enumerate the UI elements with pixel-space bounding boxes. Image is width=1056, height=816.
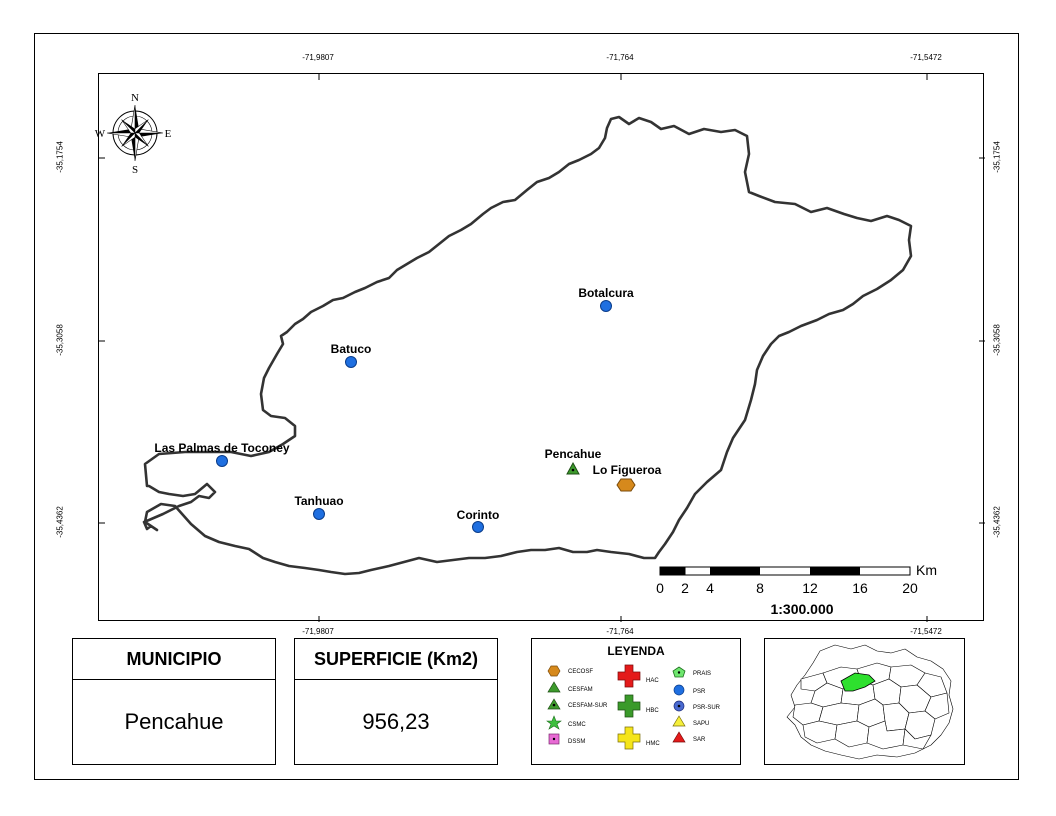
legend-label: CESFAM-SUR (568, 703, 608, 709)
triangle-icon (672, 731, 686, 743)
scale-bar: 0 2 4 8 12 16 20 Km 1:300.000 (656, 562, 937, 617)
place-label: Las Palmas de Toconey (154, 441, 289, 455)
legend-item-hbc: HBC (617, 694, 659, 718)
place-label: Tanhuao (294, 494, 343, 508)
place-corinto[interactable]: Corinto (457, 508, 500, 533)
coord-bottom-2: -71,764 (606, 627, 634, 636)
place-las-palmas[interactable]: Las Palmas de Toconey (154, 441, 290, 467)
coord-top-3: -71,5472 (910, 53, 942, 62)
coord-bottom-1: -71,9807 (302, 627, 334, 636)
scale-tick-8: 8 (756, 580, 764, 596)
locator-map[interactable] (765, 639, 964, 764)
place-batuco[interactable]: Batuco (331, 342, 372, 368)
map-canvas[interactable] (99, 74, 985, 622)
scale-tick-20: 20 (902, 580, 918, 596)
triangle-icon (672, 715, 686, 727)
hexagon-icon (547, 665, 561, 677)
map-panel[interactable] (98, 73, 985, 622)
psr-marker-icon[interactable] (216, 455, 228, 467)
place-lo-figueroa[interactable]: Lo Figueroa (593, 463, 662, 492)
legend-label: CSMC (568, 722, 586, 728)
compass-w: W (95, 128, 106, 140)
legend-label: PSR (693, 689, 706, 695)
place-label: Corinto (457, 508, 500, 522)
legend-label: DSSM (568, 739, 585, 745)
cecosf-marker-icon[interactable] (616, 478, 636, 492)
coord-top-1: -71,9807 (302, 53, 334, 62)
place-label: Batuco (331, 342, 372, 356)
cross-icon (617, 694, 641, 718)
place-pencahue[interactable]: Pencahue (545, 447, 602, 475)
cross-icon (617, 726, 641, 750)
compass-n: N (131, 92, 139, 104)
legend-item-dssm: DSSM (548, 733, 585, 745)
legend-item-csmc: CSMC (546, 715, 586, 730)
legend-canvas: LEYENDA CECOSF CESFAM CESFAM-SUR CSMC DS… (546, 644, 721, 750)
scale-tick-2: 2 (681, 580, 689, 596)
legend-item-sar: SAR (672, 731, 706, 743)
frame-ticks (99, 74, 985, 622)
star-icon (546, 715, 562, 730)
legend-item-cecosf: CECOSF (547, 665, 593, 677)
psr-marker-icon[interactable] (313, 508, 325, 520)
scale-tick-4: 4 (706, 580, 714, 596)
map-layout-frame (34, 33, 1019, 780)
compass-e: E (165, 128, 172, 140)
legend-item-psr: PSR (673, 684, 706, 696)
compass-s: S (132, 164, 138, 176)
coord-bottom-3: -71,5472 (910, 627, 942, 636)
scale-unit: Km (916, 562, 937, 578)
legend-label: HBC (646, 708, 659, 714)
psr-marker-icon[interactable] (472, 521, 484, 533)
legend-label: PSR-SUR (693, 705, 721, 711)
legend-item-hac: HAC (617, 664, 659, 688)
legend-item-prais: PRAIS (672, 666, 711, 678)
legend-label: HMC (646, 741, 660, 747)
legend-item-cesfam-sur: CESFAM-SUR (547, 698, 608, 710)
place-label: Pencahue (545, 447, 602, 461)
legend-label: SAR (693, 737, 706, 743)
superficie-heading: SUPERFICIE (Km2) (295, 639, 497, 680)
legend-box: LEYENDA CECOSF CESFAM CESFAM-SUR CSMC DS… (531, 638, 741, 765)
scale-tick-12: 12 (802, 580, 818, 596)
legend-label: CESFAM (568, 687, 593, 693)
place-label: Botalcura (578, 286, 634, 300)
legend-label: HAC (646, 678, 659, 684)
place-tanhuao[interactable]: Tanhuao (294, 494, 344, 520)
psr-marker-icon[interactable] (345, 356, 357, 368)
place-botalcura[interactable]: Botalcura (578, 286, 634, 312)
cross-icon (617, 664, 641, 688)
municipality-boundary[interactable] (142, 115, 913, 576)
scale-tick-16: 16 (852, 580, 868, 596)
legend-title: LEYENDA (607, 644, 665, 658)
circle-icon (673, 684, 685, 696)
legend-item-cesfam: CESFAM (547, 681, 593, 693)
legend-label: SAPU (693, 721, 709, 727)
triangle-icon (547, 681, 561, 693)
scale-tick-0: 0 (656, 580, 664, 596)
pencahue-highlight[interactable] (840, 672, 876, 692)
legend-label: CECOSF (568, 669, 593, 675)
municipio-box: MUNICIPIO Pencahue (72, 638, 276, 765)
legend-label: PRAIS (693, 671, 711, 677)
municipio-heading: MUNICIPIO (73, 639, 275, 680)
cesfam-marker-icon[interactable] (566, 461, 580, 475)
place-label: Lo Figueroa (593, 463, 662, 477)
compass-rose-icon (106, 104, 164, 162)
municipio-value: Pencahue (124, 708, 224, 734)
psr-marker-icon[interactable] (600, 300, 612, 312)
legend-item-psr-sur: PSR-SUR (673, 700, 721, 712)
superficie-value: 956,23 (362, 708, 430, 734)
locator-map-box (764, 638, 965, 765)
legend-item-hmc: HMC (617, 726, 660, 750)
legend-item-sapu: SAPU (672, 715, 709, 727)
coord-top-2: -71,764 (606, 53, 634, 62)
scale-ratio: 1:300.000 (770, 601, 833, 617)
superficie-box: SUPERFICIE (Km2) 956,23 (294, 638, 498, 765)
